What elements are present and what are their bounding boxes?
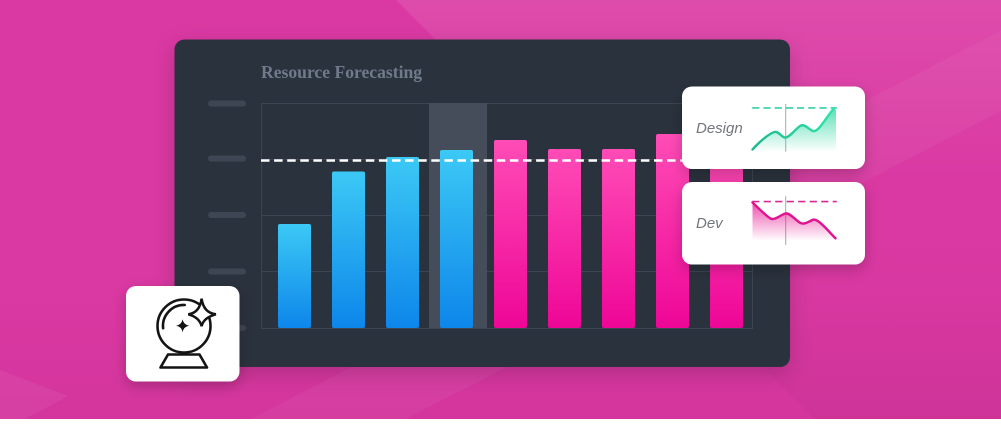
- svg-text:Design: Design: [696, 120, 743, 137]
- svg-text:Resource Forecasting: Resource Forecasting: [261, 62, 422, 82]
- svg-text:Dev: Dev: [696, 215, 724, 232]
